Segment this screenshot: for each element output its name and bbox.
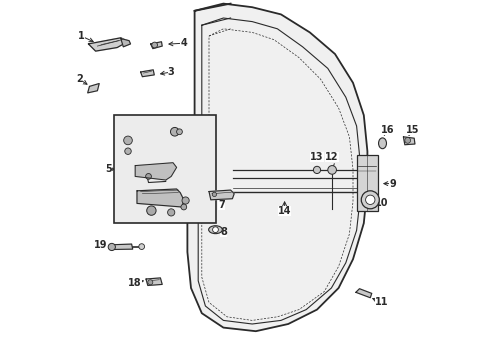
Text: 19: 19 [94, 240, 107, 250]
Circle shape [168, 209, 175, 216]
Polygon shape [356, 289, 372, 298]
Text: 3: 3 [168, 67, 174, 77]
Text: 6: 6 [190, 125, 196, 135]
Text: 17: 17 [129, 171, 143, 181]
Text: 9: 9 [389, 179, 396, 189]
Text: 4: 4 [180, 38, 187, 48]
Circle shape [139, 244, 145, 249]
Circle shape [108, 243, 116, 251]
Circle shape [176, 129, 182, 135]
Circle shape [212, 192, 217, 197]
Polygon shape [135, 163, 176, 180]
Polygon shape [403, 137, 415, 145]
Text: 13: 13 [310, 152, 324, 162]
Text: 10: 10 [375, 198, 389, 208]
Circle shape [181, 204, 187, 210]
Polygon shape [147, 175, 166, 183]
Circle shape [147, 206, 156, 215]
Circle shape [366, 195, 375, 204]
Polygon shape [146, 278, 162, 285]
Ellipse shape [209, 226, 222, 234]
Circle shape [171, 127, 179, 136]
Circle shape [328, 166, 337, 174]
Circle shape [148, 280, 153, 285]
Polygon shape [111, 244, 133, 249]
Circle shape [361, 191, 379, 209]
Polygon shape [88, 84, 99, 93]
Circle shape [213, 227, 219, 233]
Bar [114, 115, 216, 223]
Ellipse shape [379, 138, 387, 149]
Text: 11: 11 [375, 297, 389, 307]
Polygon shape [88, 38, 128, 51]
Text: 15: 15 [406, 125, 419, 135]
Circle shape [182, 197, 189, 204]
Circle shape [125, 148, 131, 154]
Text: 16: 16 [380, 125, 394, 135]
Text: 14: 14 [278, 206, 292, 216]
Circle shape [152, 42, 157, 48]
Polygon shape [187, 4, 368, 331]
Polygon shape [137, 189, 184, 207]
Text: 8: 8 [220, 227, 227, 237]
Text: 7: 7 [218, 200, 225, 210]
Text: 5: 5 [105, 164, 112, 174]
Polygon shape [141, 70, 154, 77]
Circle shape [146, 174, 151, 179]
Polygon shape [209, 190, 234, 200]
Text: 12: 12 [325, 152, 339, 162]
Circle shape [405, 138, 411, 143]
Circle shape [314, 166, 320, 174]
Circle shape [123, 136, 132, 145]
Text: 18: 18 [128, 278, 142, 288]
Bar [357, 155, 378, 211]
Text: 1: 1 [78, 31, 85, 41]
Polygon shape [121, 39, 130, 47]
Text: 2: 2 [76, 74, 83, 84]
Polygon shape [151, 42, 162, 49]
